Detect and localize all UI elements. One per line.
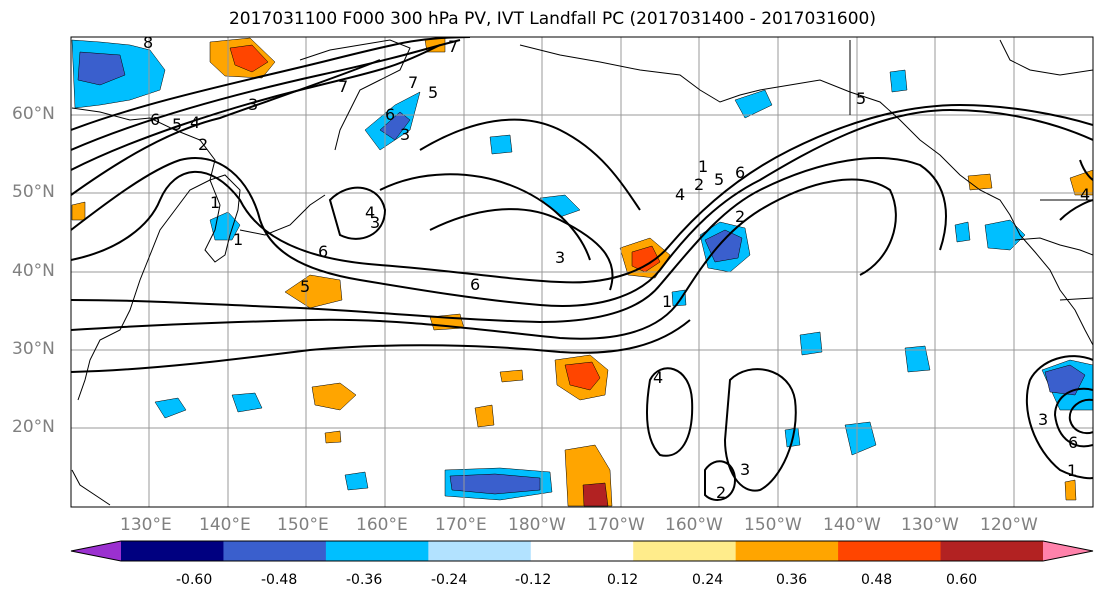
positive-anomaly-shading bbox=[71, 37, 1093, 507]
lon-label: 150°W bbox=[744, 515, 802, 535]
lon-label: 120°W bbox=[980, 515, 1038, 535]
colorbar-extend-max bbox=[1043, 541, 1093, 561]
map-border bbox=[70, 36, 1094, 508]
colorbar-tick-label: -0.36 bbox=[346, 572, 383, 588]
lat-label: 50°N bbox=[12, 182, 55, 202]
colorbar-tick-label: -0.60 bbox=[176, 572, 213, 588]
negative-anomaly-shading bbox=[71, 39, 1093, 501]
colorbar-outline bbox=[70, 540, 1094, 562]
contour-label: 5 bbox=[428, 83, 438, 102]
lon-label: 180°W bbox=[508, 515, 566, 535]
colorbar-swatch bbox=[633, 541, 737, 561]
contour-label: 4 bbox=[653, 368, 663, 387]
colorbar-swatch bbox=[325, 541, 429, 561]
colorbar-tick-label: 0.24 bbox=[692, 572, 724, 588]
contour-label: 4 bbox=[1080, 185, 1090, 204]
contour-label: 6 bbox=[1068, 433, 1078, 452]
contour-label: 2 bbox=[198, 135, 208, 154]
contour-label: 3 bbox=[248, 95, 258, 114]
contour-label: 7 bbox=[338, 77, 348, 96]
colorbar-tick-label: 0.48 bbox=[861, 572, 893, 588]
pv-contours bbox=[71, 37, 1093, 501]
contour-label: 6 bbox=[150, 110, 160, 129]
contour-label: 3 bbox=[370, 213, 380, 232]
lon-label: 130°W bbox=[901, 515, 959, 535]
colorbar-swatch bbox=[735, 541, 839, 561]
lat-label: 30°N bbox=[12, 339, 55, 359]
colorbar-swatch bbox=[530, 541, 634, 561]
colorbar-swatch bbox=[838, 541, 942, 561]
lon-label: 160°E bbox=[356, 515, 408, 535]
lat-label: 40°N bbox=[12, 261, 55, 281]
colorbar-extend-min bbox=[71, 541, 121, 561]
contour-label: 2 bbox=[716, 483, 726, 502]
contour-label: 6 bbox=[385, 105, 395, 124]
contour-label: 7 bbox=[408, 73, 418, 92]
contour-label: 1 bbox=[233, 230, 243, 249]
contour-label: 1 bbox=[698, 157, 708, 176]
contour-label: 3 bbox=[740, 460, 750, 479]
contour-label: 5 bbox=[300, 277, 310, 296]
colorbar bbox=[70, 540, 1094, 562]
graticule bbox=[71, 37, 1093, 507]
colorbar-tick-label: -0.12 bbox=[515, 572, 552, 588]
contour-label: 5 bbox=[714, 170, 724, 189]
lon-label: 170°E bbox=[435, 515, 487, 535]
contour-label: 4 bbox=[365, 203, 375, 222]
colorbar-swatch bbox=[940, 541, 1044, 561]
contour-label: 4 bbox=[675, 185, 685, 204]
lon-label: 130°E bbox=[120, 515, 172, 535]
contour-label: 6 bbox=[735, 163, 745, 182]
lat-label: 20°N bbox=[12, 417, 55, 437]
contour-label: 2 bbox=[735, 207, 745, 226]
contour-label: 4 bbox=[190, 113, 200, 132]
coastlines bbox=[71, 39, 1093, 506]
lon-label: 150°E bbox=[277, 515, 329, 535]
colorbar-tick-label: -0.24 bbox=[431, 572, 468, 588]
colorbar-tick-label: -0.48 bbox=[261, 572, 298, 588]
lon-label: 160°W bbox=[665, 515, 723, 535]
colorbar-swatch bbox=[428, 541, 532, 561]
lon-label: 140°W bbox=[823, 515, 881, 535]
lon-label: 170°W bbox=[587, 515, 645, 535]
contour-labels: 8 7 6 5 4 3 2 1 7 6 5 3 1 6 5 4 3 2 1 6 … bbox=[143, 33, 1090, 502]
contour-label: 2 bbox=[694, 175, 704, 194]
map-title: 2017031100 F000 300 hPa PV, IVT Landfall… bbox=[228, 9, 876, 29]
colorbar-swatch bbox=[223, 541, 327, 561]
lat-label: 60°N bbox=[12, 104, 55, 124]
contour-label: 3 bbox=[1038, 410, 1048, 429]
contour-label: 1 bbox=[210, 193, 220, 212]
contour-label: 6 bbox=[318, 242, 328, 261]
contour-label: 3 bbox=[555, 248, 565, 267]
contour-label: 1 bbox=[662, 292, 672, 311]
contour-label: 5 bbox=[172, 115, 182, 134]
contour-label: 7 bbox=[448, 37, 458, 56]
contour-label: 1 bbox=[1067, 461, 1077, 480]
colorbar-swatch bbox=[121, 541, 224, 561]
contour-label: 8 bbox=[143, 33, 153, 52]
contour-label: 5 bbox=[856, 89, 866, 108]
contour-label: 3 bbox=[400, 125, 410, 144]
contour-label: 6 bbox=[470, 275, 480, 294]
colorbar-tick-label: 0.12 bbox=[607, 572, 639, 588]
colorbar-tick-label: 0.36 bbox=[776, 572, 808, 588]
lon-label: 140°E bbox=[199, 515, 251, 535]
colorbar-tick-label: 0.60 bbox=[946, 572, 978, 588]
